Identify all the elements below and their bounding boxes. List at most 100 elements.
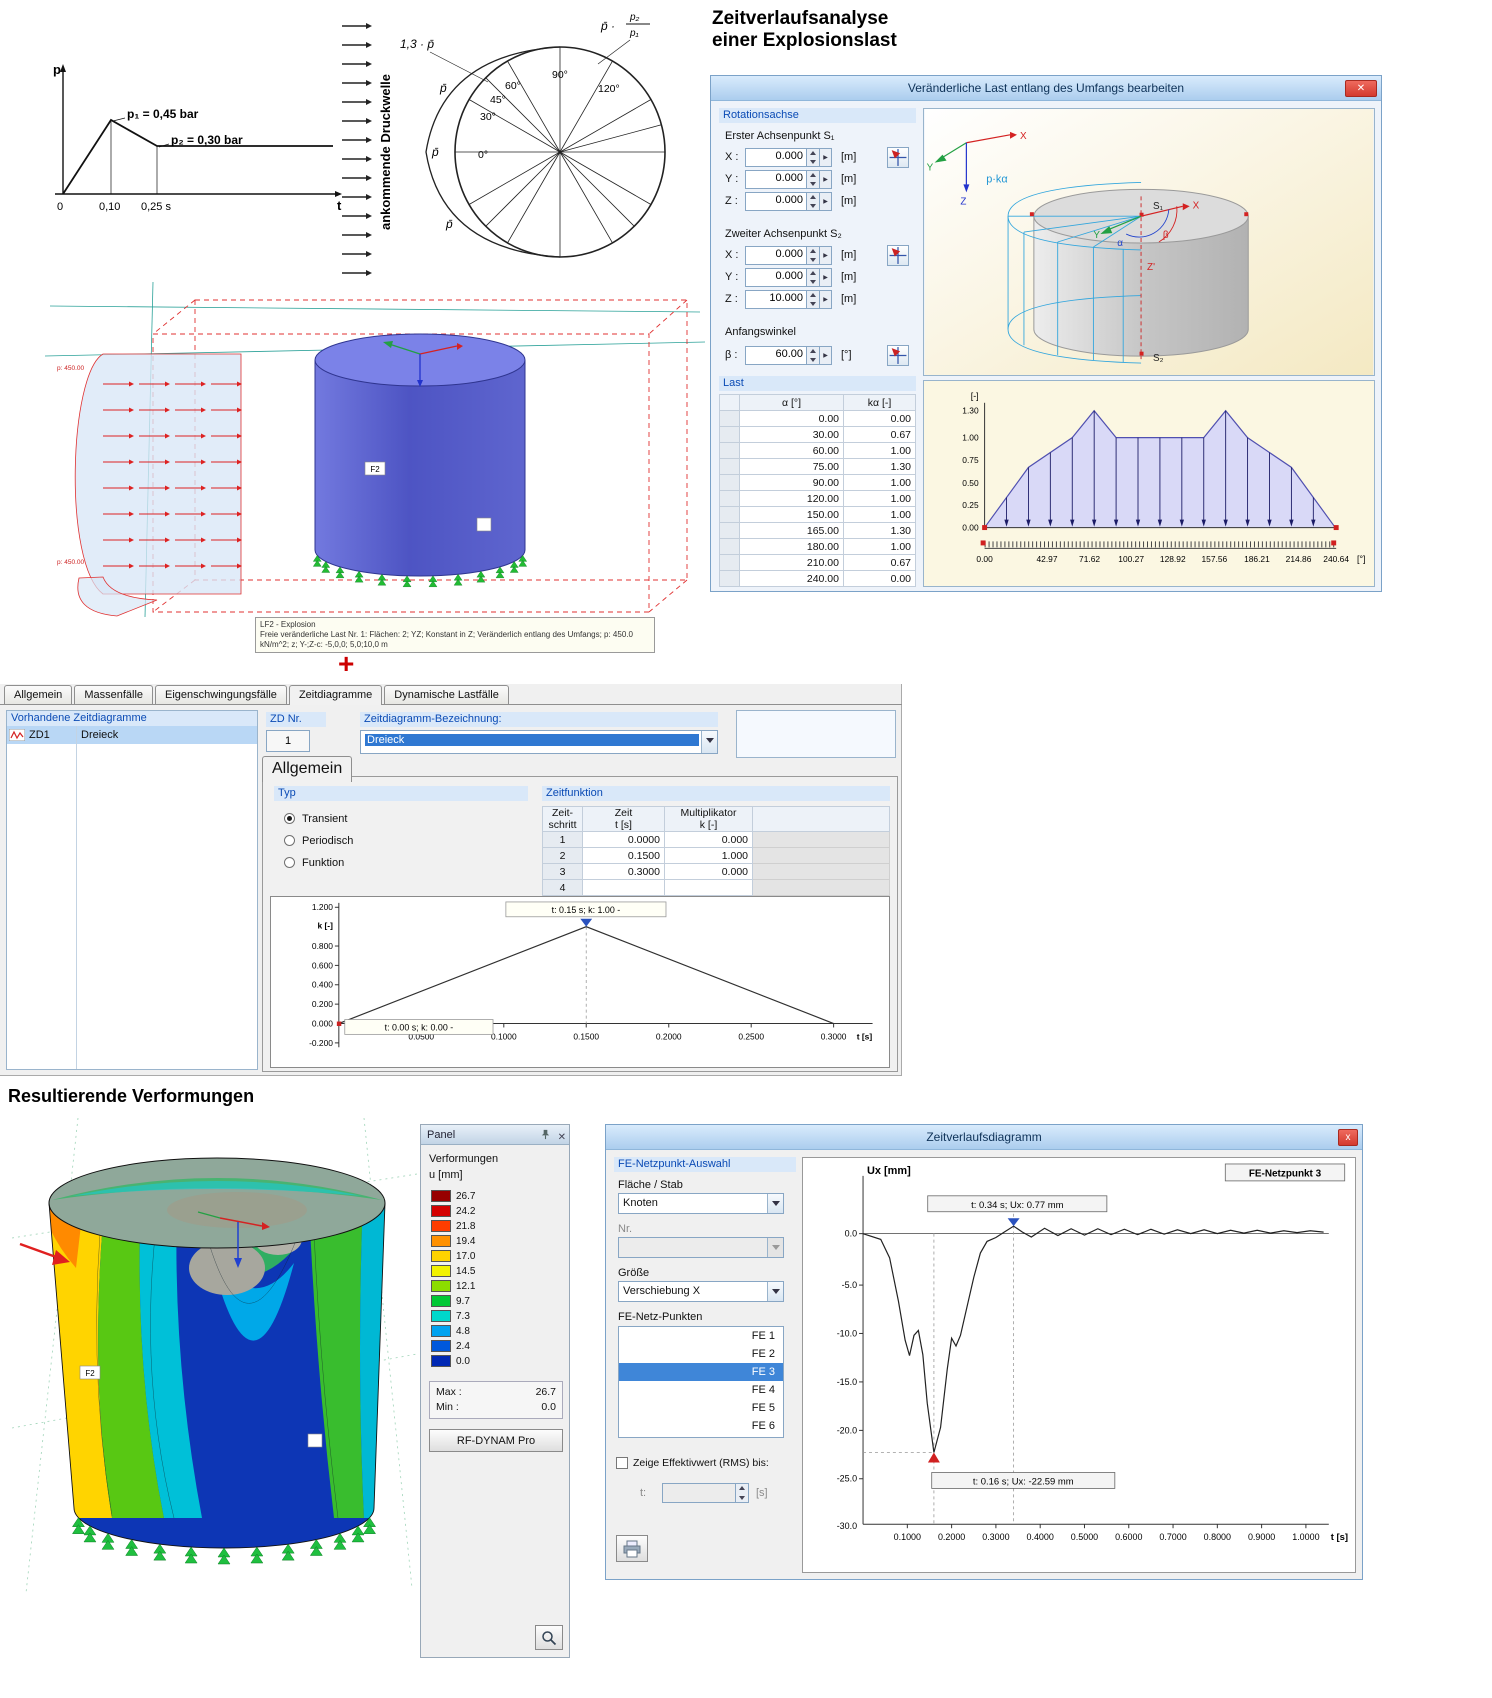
pick-point-button-s2[interactable]: [887, 245, 909, 266]
table-row[interactable]: 30.00 0.67: [719, 426, 916, 443]
s1-z-expand[interactable]: ▶: [820, 192, 832, 211]
tab-zeitdiagramme[interactable]: Zeitdiagramme: [288, 685, 383, 705]
list-item-fe4[interactable]: FE 4: [751, 1384, 775, 1396]
list-item-fe3[interactable]: FE 3: [619, 1363, 783, 1381]
table-row[interactable]: 3 0.3000 0.000: [542, 863, 890, 880]
tab-massenfaelle[interactable]: Massenfälle: [74, 685, 154, 704]
list-item-fe1[interactable]: FE 1: [751, 1330, 775, 1342]
s1-z-field[interactable]: 0.000: [745, 192, 807, 211]
radio-funktion[interactable]: [284, 857, 295, 868]
close-button[interactable]: x: [1338, 1129, 1358, 1146]
table-row[interactable]: 2 0.1500 1.000: [542, 847, 890, 864]
zd-nr-field[interactable]: 1: [266, 730, 310, 752]
rf-dynam-pro-button[interactable]: RF-DYNAM Pro: [429, 1429, 563, 1452]
xtick: 0.3000: [821, 1031, 847, 1041]
scale-value: 19.4: [456, 1236, 476, 1247]
rms-checkbox[interactable]: [616, 1457, 628, 1469]
load-surface[interactable]: [74, 353, 242, 595]
table-row[interactable]: 165.00 1.30: [719, 522, 916, 539]
zoom-button[interactable]: [535, 1625, 563, 1650]
tab-eigenschwingungsfaelle[interactable]: Eigenschwingungsfälle: [155, 685, 287, 704]
angle-120-label: 120°: [598, 83, 620, 95]
xtick: 0.2000: [656, 1031, 682, 1041]
s2-y-field[interactable]: 0.000: [745, 268, 807, 287]
printer-icon: [623, 1540, 641, 1558]
s1-y-expand[interactable]: ▶: [820, 170, 832, 189]
angle-90-label: 90°: [552, 69, 568, 81]
surface-tag: [307, 1433, 323, 1448]
s1-x-spinner[interactable]: [807, 148, 820, 167]
pin-icon[interactable]: [540, 1129, 551, 1143]
s1-z-spinner[interactable]: [807, 192, 820, 211]
ratio-denominator: p₁: [629, 28, 639, 39]
radio-periodisch[interactable]: [284, 835, 295, 846]
rf-dynam-dialog: Allgemein Massenfälle Eigenschwingungsfäll…: [0, 684, 902, 1076]
group-fe-netzpunkt: FE-Netzpunkt-Auswahl: [614, 1157, 796, 1172]
ytick: -25.0: [837, 1474, 857, 1484]
table-row[interactable]: 180.00 1.00: [719, 538, 916, 555]
print-button[interactable]: [616, 1535, 648, 1562]
radio-transient[interactable]: [284, 813, 295, 824]
groesse-combo[interactable]: Verschiebung X: [618, 1281, 784, 1302]
cylinder-body[interactable]: [314, 360, 526, 577]
close-button[interactable]: ✕: [1345, 80, 1377, 97]
ytick: 1.30: [962, 406, 979, 416]
tab-dynamische-lastfaelle[interactable]: Dynamische Lastfälle: [384, 685, 509, 704]
tab-allgemein[interactable]: Allgemein: [4, 685, 73, 704]
close-icon[interactable]: ✕: [557, 1132, 566, 1143]
beta-field[interactable]: 60.00: [745, 346, 807, 365]
table-row[interactable]: 75.00 1.30: [719, 458, 916, 475]
ytick: 0.000: [312, 1018, 333, 1028]
scale-value: 24.2: [456, 1206, 476, 1217]
list-item-fe2[interactable]: FE 2: [751, 1348, 775, 1360]
list-item-zd1[interactable]: ZD1 Dreieck: [7, 726, 257, 744]
table-row[interactable]: 240.00 0.00: [719, 570, 916, 587]
s2-point-label: S₂: [1153, 353, 1164, 364]
s2-x-expand[interactable]: ▶: [820, 246, 832, 265]
table-row[interactable]: 210.00 0.67: [719, 554, 916, 571]
s2-z-expand[interactable]: ▶: [820, 290, 832, 309]
magnifier-icon: [542, 1631, 557, 1646]
panel-titlebar[interactable]: Panel ✕: [421, 1125, 569, 1145]
ytick: 0.75: [962, 455, 979, 465]
zeitdiagramme-listbox: Vorhandene Zeitdiagramme ZD1 Dreieck: [6, 710, 258, 1070]
scale-color: [431, 1235, 451, 1248]
beta-angle-label: β: [1163, 230, 1169, 241]
pick-point-button-s1[interactable]: [887, 147, 909, 168]
fe-list: FE 1 FE 2 FE 3 FE 4 FE 5 FE 6: [618, 1326, 784, 1438]
scale-value: 7.3: [456, 1311, 470, 1322]
s2-z-spinner[interactable]: [807, 290, 820, 309]
scale-color: [431, 1340, 451, 1353]
table-row[interactable]: 60.00 1.00: [719, 442, 916, 459]
s1-x-expand[interactable]: ▶: [820, 148, 832, 167]
list-item-fe5[interactable]: FE 5: [751, 1402, 775, 1414]
scale-value: 21.8: [456, 1221, 476, 1232]
s2-y-spinner[interactable]: [807, 268, 820, 287]
bezeichnung-combo[interactable]: Dreieck: [360, 730, 718, 754]
table-row[interactable]: 120.00 1.00: [719, 490, 916, 507]
list-item-fe6[interactable]: FE 6: [751, 1420, 775, 1432]
s2-x-field[interactable]: 0.000: [745, 246, 807, 265]
knoten-combo[interactable]: Knoten: [618, 1193, 784, 1214]
pick-angle-button[interactable]: [887, 345, 909, 366]
s1-y-spinner[interactable]: [807, 170, 820, 189]
s2-y-expand[interactable]: ▶: [820, 268, 832, 287]
s1-x-field[interactable]: 0.000: [745, 148, 807, 167]
scale-color: [431, 1205, 451, 1218]
s2-z-field[interactable]: 10.000: [745, 290, 807, 309]
table-row[interactable]: 90.00 1.00: [719, 474, 916, 491]
chevron-down-icon[interactable]: [767, 1194, 783, 1213]
table-row[interactable]: 0.00 0.00: [719, 410, 916, 427]
p-axis-label: p: [53, 62, 61, 77]
subtab-allgemein[interactable]: Allgemein: [262, 756, 353, 782]
table-row[interactable]: 150.00 1.00: [719, 506, 916, 523]
chevron-down-icon[interactable]: [767, 1282, 783, 1301]
table-row[interactable]: 4: [542, 879, 890, 896]
table-row[interactable]: 1 0.0000 0.000: [542, 831, 890, 848]
s1-y-field[interactable]: 0.000: [745, 170, 807, 189]
pressure-wave-arrows: [341, 22, 373, 277]
beta-expand[interactable]: ▶: [820, 346, 832, 365]
beta-spinner[interactable]: [807, 346, 820, 365]
chevron-down-icon[interactable]: [701, 731, 717, 753]
s2-x-spinner[interactable]: [807, 246, 820, 265]
